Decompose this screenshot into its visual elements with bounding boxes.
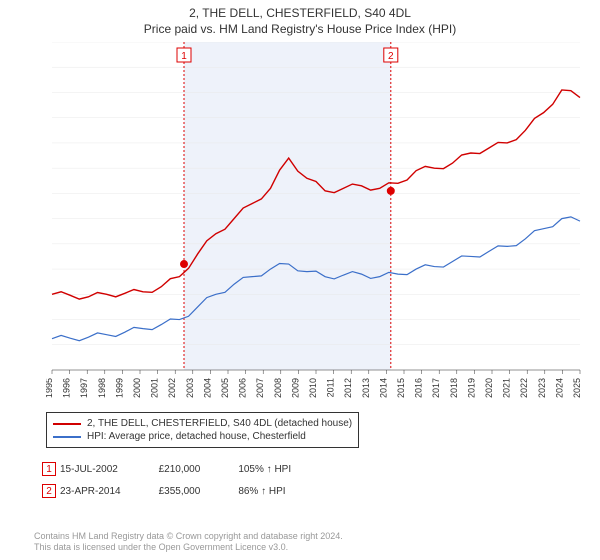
svg-text:2025: 2025 xyxy=(572,378,582,398)
legend-swatch xyxy=(53,423,81,425)
svg-text:2011: 2011 xyxy=(326,378,336,397)
svg-text:2023: 2023 xyxy=(537,378,547,398)
svg-text:2: 2 xyxy=(388,51,394,62)
svg-text:1: 1 xyxy=(181,51,187,62)
svg-text:2021: 2021 xyxy=(502,378,512,398)
price-chart: £0£50K£100K£150K£200K£250K£300K£350K£400… xyxy=(46,42,586,400)
event-date: 15-JUL-2002 xyxy=(60,464,118,475)
event-marker: 2 xyxy=(42,484,56,498)
svg-text:2013: 2013 xyxy=(361,378,371,398)
svg-text:1996: 1996 xyxy=(62,378,72,398)
event-price: £210,000 xyxy=(129,458,209,480)
svg-text:2022: 2022 xyxy=(519,378,529,398)
page-subtitle: Price paid vs. HM Land Registry's House … xyxy=(0,20,600,42)
footer-line-2: This data is licensed under the Open Gov… xyxy=(34,542,343,554)
svg-text:2003: 2003 xyxy=(185,378,195,398)
svg-text:1999: 1999 xyxy=(114,378,124,398)
event-marker: 1 xyxy=(42,462,56,476)
events-table: 1 15-JUL-2002 £210,000105% ↑ HPI 2 23-APR-20… xyxy=(34,458,299,502)
event-price: £355,000 xyxy=(129,480,209,502)
svg-text:2002: 2002 xyxy=(167,378,177,398)
svg-text:2014: 2014 xyxy=(378,378,388,398)
svg-text:2019: 2019 xyxy=(466,378,476,398)
svg-text:2024: 2024 xyxy=(554,378,564,398)
legend-item: 2, THE DELL, CHESTERFIELD, S40 4DL (deta… xyxy=(53,417,352,430)
event-row: 2 23-APR-2014 £355,00086% ↑ HPI xyxy=(34,480,299,502)
svg-text:2009: 2009 xyxy=(290,378,300,398)
svg-text:2007: 2007 xyxy=(255,378,265,398)
svg-text:1997: 1997 xyxy=(79,378,89,398)
svg-text:2018: 2018 xyxy=(449,378,459,398)
legend: 2, THE DELL, CHESTERFIELD, S40 4DL (deta… xyxy=(46,412,359,448)
svg-text:2020: 2020 xyxy=(484,378,494,398)
event-row: 1 15-JUL-2002 £210,000105% ↑ HPI xyxy=(34,458,299,480)
svg-text:2004: 2004 xyxy=(202,378,212,398)
svg-text:2001: 2001 xyxy=(150,378,160,398)
svg-text:2017: 2017 xyxy=(431,378,441,398)
event-delta: 105% ↑ HPI xyxy=(208,458,299,480)
page-title: 2, THE DELL, CHESTERFIELD, S40 4DL xyxy=(0,0,600,20)
svg-text:2012: 2012 xyxy=(343,378,353,398)
svg-text:1995: 1995 xyxy=(46,378,54,398)
svg-text:2005: 2005 xyxy=(220,378,230,398)
svg-text:2015: 2015 xyxy=(396,378,406,398)
footer-line-1: Contains HM Land Registry data © Crown c… xyxy=(34,531,343,543)
svg-text:2000: 2000 xyxy=(132,378,142,398)
svg-text:2016: 2016 xyxy=(414,378,424,398)
svg-text:2010: 2010 xyxy=(308,378,318,398)
footer-attribution: Contains HM Land Registry data © Crown c… xyxy=(34,531,343,554)
svg-text:2006: 2006 xyxy=(238,378,248,398)
legend-item: HPI: Average price, detached house, Ches… xyxy=(53,430,352,443)
svg-text:2008: 2008 xyxy=(273,378,283,398)
legend-swatch xyxy=(53,436,81,438)
event-delta: 86% ↑ HPI xyxy=(208,480,299,502)
event-date: 23-APR-2014 xyxy=(60,486,121,497)
svg-text:1998: 1998 xyxy=(97,378,107,398)
legend-label: 2, THE DELL, CHESTERFIELD, S40 4DL (deta… xyxy=(87,418,352,429)
legend-label: HPI: Average price, detached house, Ches… xyxy=(87,431,306,442)
